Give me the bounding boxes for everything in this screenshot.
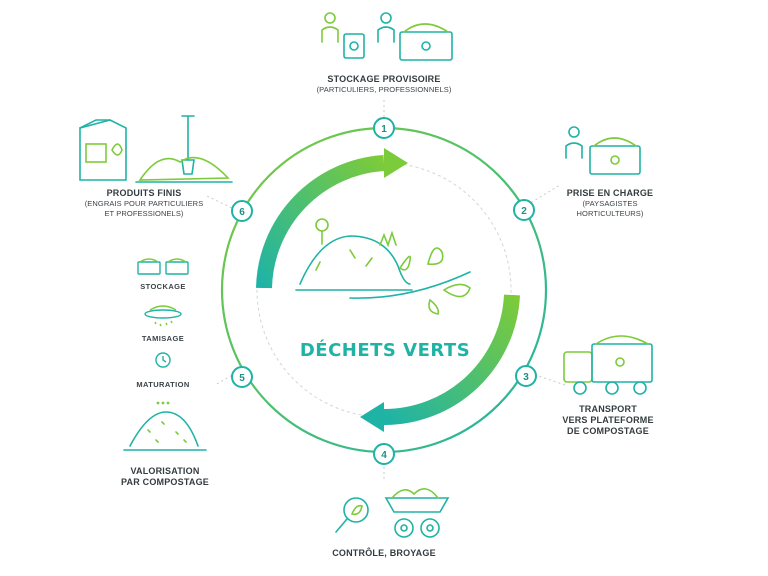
arrow-lower-head bbox=[360, 402, 384, 432]
step-2-label: PRISE EN CHARGE (PAYSAGISTES HORTICULTEU… bbox=[550, 188, 670, 219]
step-badge-2 bbox=[513, 199, 535, 221]
step-badge-3 bbox=[515, 365, 537, 387]
shovel-pile-icon bbox=[135, 115, 233, 183]
substep-tamisage: TAMISAGE bbox=[141, 334, 185, 343]
substep-stockage: STOCKAGE bbox=[140, 282, 186, 291]
shredder-gears-icon bbox=[384, 488, 450, 538]
crates-icon bbox=[137, 258, 189, 275]
fertilizer-bag-icon bbox=[79, 119, 127, 181]
step-5-title-line1: VALORISATION bbox=[130, 466, 200, 476]
step-badge-4 bbox=[373, 443, 395, 465]
step-number-3: 3 bbox=[523, 372, 529, 383]
step-1-label: STOCKAGE PROVISOIRE (PARTICULIERS, PROFE… bbox=[284, 74, 484, 95]
step-number-5: 5 bbox=[239, 373, 245, 384]
step-3-label: TRANSPORT VERS PLATEFORME DE COMPOSTAGE bbox=[548, 404, 668, 437]
step-6-subtitle-line2: ET PROFESSIONELS) bbox=[104, 209, 184, 218]
step-2-subtitle-line1: (PAYSAGISTES bbox=[582, 199, 638, 208]
magnifier-leaf-icon bbox=[335, 497, 369, 533]
step-badge-6 bbox=[231, 200, 253, 222]
center-title: DÉCHETS VERTS bbox=[299, 340, 471, 361]
truck-icon bbox=[563, 335, 653, 395]
step-number-4: 4 bbox=[381, 450, 387, 461]
step-badges: 1 2 3 4 5 6 bbox=[231, 117, 537, 465]
step-6-title: PRODUITS FINIS bbox=[106, 188, 182, 198]
step-badge-1 bbox=[373, 117, 395, 139]
step-number-6: 6 bbox=[239, 207, 245, 218]
worker-with-crate-icon bbox=[565, 126, 641, 175]
step-5-title-line2: PAR COMPOSTAGE bbox=[121, 477, 209, 487]
step-number-2: 2 bbox=[521, 206, 527, 217]
clock-icon bbox=[155, 352, 171, 368]
step-1-title: STOCKAGE PROVISOIRE bbox=[327, 74, 441, 84]
step-number-1: 1 bbox=[381, 124, 387, 135]
step-3-title-line2: VERS PLATEFORME bbox=[562, 415, 654, 425]
step-badge-5 bbox=[231, 366, 253, 388]
arrow-upper bbox=[256, 155, 385, 289]
compost-heap-icon bbox=[123, 411, 207, 451]
people-with-bins-icon bbox=[321, 12, 453, 61]
step-3-title-line1: TRANSPORT bbox=[579, 404, 637, 414]
step-2-title: PRISE EN CHARGE bbox=[566, 188, 654, 198]
step-4-label: CONTRÔLE, BROYAGE bbox=[304, 548, 464, 559]
dots-connector bbox=[156, 401, 170, 405]
step-2-subtitle-line2: HORTICULTEURS) bbox=[576, 209, 644, 218]
step-5-label: VALORISATION PAR COMPOSTAGE bbox=[100, 466, 230, 488]
green-waste-pile-icon bbox=[295, 218, 471, 315]
step-6-label: PRODUITS FINIS (ENGRAIS POUR PARTICULIER… bbox=[64, 188, 224, 219]
arrow-upper-head bbox=[384, 148, 408, 178]
arrow-lower bbox=[383, 294, 520, 426]
step-3-title-line3: DE COMPOSTAGE bbox=[567, 426, 649, 436]
sieve-icon bbox=[144, 305, 182, 327]
step-6-subtitle-line1: (ENGRAIS POUR PARTICULIERS bbox=[84, 199, 204, 208]
substep-maturation: MATURATION bbox=[136, 380, 190, 389]
step-1-subtitle: (PARTICULIERS, PROFESSIONNELS) bbox=[316, 85, 452, 94]
step-4-title: CONTRÔLE, BROYAGE bbox=[332, 548, 436, 558]
